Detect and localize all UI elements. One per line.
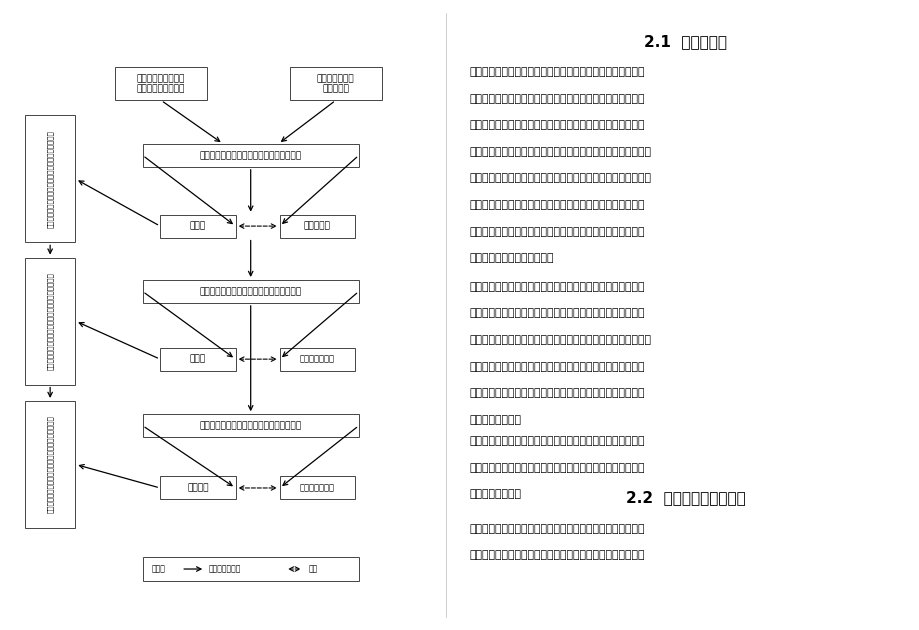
Text: 和结束应急状态。: 和结束应急状态。: [469, 415, 520, 425]
Text: 县政府有关部门: 县政府有关部门: [300, 483, 335, 493]
Bar: [279, 476, 355, 500]
Text: 领导。具体由县农业局主管副局长任总指挥，县农业局科教科、: 领导。具体由县农业局主管副局长任总指挥，县农业局科教科、: [469, 173, 651, 183]
Bar: [142, 414, 358, 437]
Text: 小组兼），负责全县农业转基因生物安全突发事件应急处置统一: 小组兼），负责全县农业转基因生物安全突发事件应急处置统一: [469, 147, 651, 157]
Text: 为加强对全县农业转基因生物安全突发事件预防、控制和: 为加强对全县农业转基因生物安全突发事件预防、控制和: [469, 67, 644, 77]
Text: 县农业局: 县农业局: [187, 483, 209, 493]
Text: 应急指挥部的职责，是研究确定全县农业转基因生物安全: 应急指挥部的职责，是研究确定全县农业转基因生物安全: [469, 282, 644, 292]
Text: 省突发公共事件
应急委员会: 省突发公共事件 应急委员会: [317, 74, 354, 93]
Text: 应急保障、信息发布和恢复重建工作，在特别严重、严重农业: 应急保障、信息发布和恢复重建工作，在特别严重、严重农业: [469, 362, 644, 372]
Text: 县级农业转基因生物安全突发事件应急处理专业机构: 县级农业转基因生物安全突发事件应急处理专业机构: [47, 416, 53, 513]
Bar: [25, 401, 75, 528]
Text: 配合: 配合: [308, 564, 317, 573]
Bar: [25, 258, 75, 384]
Bar: [160, 476, 235, 500]
Bar: [279, 215, 355, 238]
Text: 2.2  日常管理机构及职责: 2.2 日常管理机构及职责: [625, 490, 744, 505]
Text: 省级农业转基因生物安全突发事件应急处理专业机构: 省级农业转基因生物安全突发事件应急处理专业机构: [47, 130, 53, 228]
Bar: [142, 144, 358, 167]
Text: 领导本行政区域内的重大和一般农业转基因生物安全突发事件: 领导本行政区域内的重大和一般农业转基因生物安全突发事件: [469, 462, 644, 472]
Bar: [289, 67, 381, 100]
Text: 县农业转基因生物安全突发事件应急指挥部: 县农业转基因生物安全突发事件应急指挥部: [199, 421, 301, 430]
Text: 销毁处理工作的组织领导，成立万载县农业转基因生物安全突: 销毁处理工作的组织领导，成立万载县农业转基因生物安全突: [469, 94, 644, 104]
Text: 省农业转基因生物安全突发事件应急指挥部: 省农业转基因生物安全突发事件应急指挥部: [199, 151, 301, 160]
Text: 发事件应指挥部（由万载县农业转基因生物安全管理工作领导: 发事件应指挥部（由万载县农业转基因生物安全管理工作领导: [469, 120, 644, 130]
Text: 突发事件应急处置工作的重大决策和处理意见，领导应急处置: 突发事件应急处置工作的重大决策和处理意见，领导应急处置: [469, 308, 644, 318]
Text: 2.1  应急指挥部: 2.1 应急指挥部: [643, 34, 726, 49]
Text: 息科、农产品安全检测中心、县植保站、县畜牧水产局畜牧站: 息科、农产品安全检测中心、县植保站、县畜牧水产局畜牧站: [469, 227, 644, 237]
Text: 科教科: 科教科: [189, 355, 206, 364]
Text: 农业部转基因生物安
全突发事件应急指挥: 农业部转基因生物安 全突发事件应急指挥: [137, 74, 185, 93]
Text: 厅有关部门: 厅有关部门: [303, 222, 331, 231]
Bar: [25, 115, 75, 243]
Text: 各乡镇（街道）也应当成立相应的应急指挥部，负责组织: 各乡镇（街道）也应当成立相应的应急指挥部，负责组织: [469, 436, 644, 446]
Text: 设在科教科，由科教科负责人任办公室主任。负责全县农业转: 设在科教科，由科教科负责人任办公室主任。负责全县农业转: [469, 550, 644, 560]
Bar: [142, 280, 358, 303]
Text: 图示：: 图示：: [152, 564, 165, 573]
Bar: [160, 348, 235, 370]
Bar: [279, 348, 355, 370]
Text: 农业局有关部门: 农业局有关部门: [300, 355, 335, 364]
Text: 转基因生物安全突发事件发生时，根据相关程序启动应急预案: 转基因生物安全突发事件发生时，根据相关程序启动应急预案: [469, 388, 644, 398]
Text: 省农业转基因生物安全突发事件应急指挥部: 省农业转基因生物安全突发事件应急指挥部: [199, 287, 301, 296]
Text: 的应急处置工作。: 的应急处置工作。: [469, 489, 520, 499]
Text: 工作的预防预警、宣传培训、应急演练、应急准备、应急处置、: 工作的预防预警、宣传培训、应急演练、应急准备、应急处置、: [469, 335, 651, 345]
Bar: [115, 67, 207, 100]
Bar: [142, 557, 358, 581]
Text: 县农业转基因生物安全突发事件应急指挥部下设办公室，: 县农业转基因生物安全突发事件应急指挥部下设办公室，: [469, 524, 644, 534]
Text: 等部门主要负责同志为成员。: 等部门主要负责同志为成员。: [469, 253, 553, 263]
Text: 领导或业务指导: 领导或业务指导: [209, 564, 241, 573]
Text: 市级农业转基因生物安全突发事件应急处理专业机构: 市级农业转基因生物安全突发事件应急处理专业机构: [47, 272, 53, 370]
Text: 种子管理站、综合法规科、经作站、水产站、粮油站、市场信: 种子管理站、综合法规科、经作站、水产站、粮油站、市场信: [469, 200, 644, 210]
Text: 科教处: 科教处: [189, 222, 206, 231]
Bar: [160, 215, 235, 238]
